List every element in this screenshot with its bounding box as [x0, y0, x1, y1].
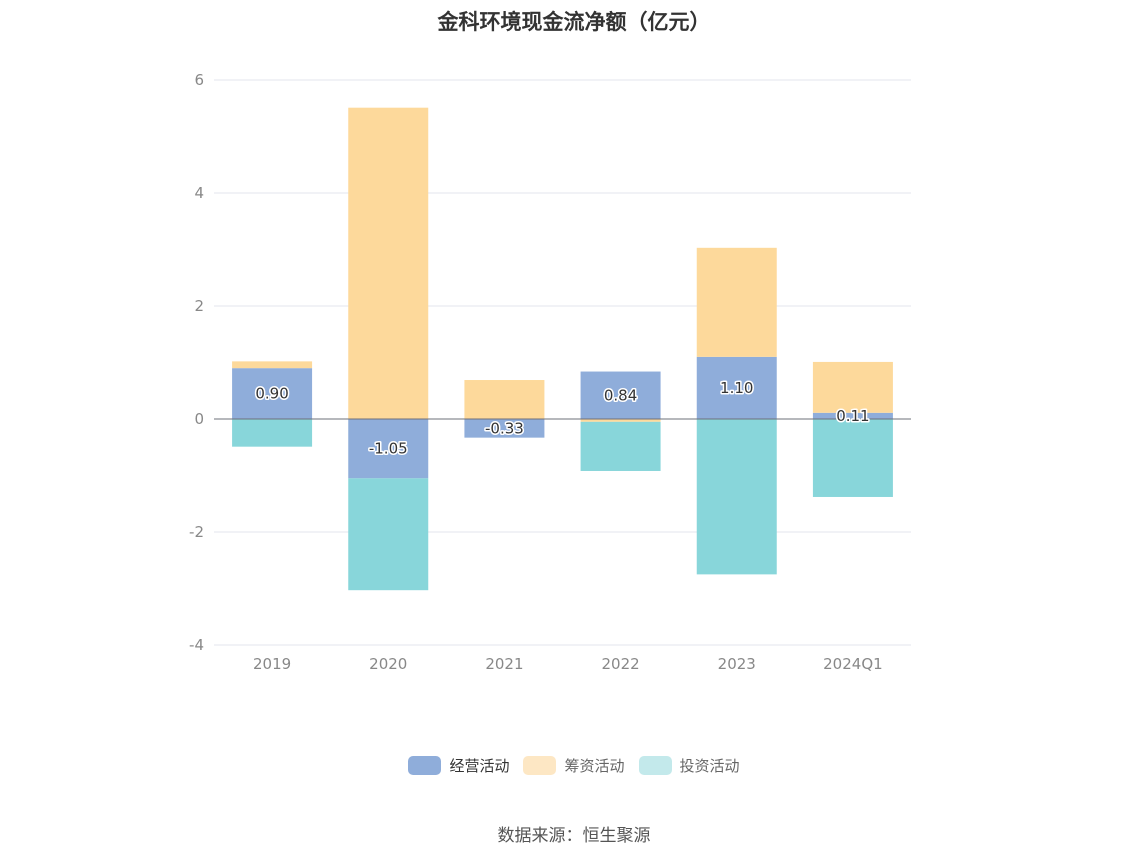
- bar-operating[interactable]: [696, 356, 777, 419]
- grid-layer: [214, 79, 911, 646]
- legend: 经营活动 筹资活动 投资活动: [0, 755, 1148, 776]
- legend-label-operating: 经营活动: [449, 757, 510, 775]
- data-label: 0.90: [255, 385, 288, 403]
- legend-swatch-investing: [638, 756, 672, 775]
- bar-investing[interactable]: [580, 421, 661, 471]
- bar-investing[interactable]: [348, 478, 429, 591]
- y-tick-label: 0: [194, 410, 204, 428]
- bar-layer: [232, 107, 893, 591]
- bar-investing[interactable]: [696, 419, 777, 575]
- data-label: 1.10: [720, 379, 753, 397]
- x-tick-label: 2024Q1: [823, 655, 883, 673]
- bar-operating[interactable]: [232, 368, 313, 419]
- legend-item-operating[interactable]: 经营活动: [408, 755, 509, 776]
- chart-title: 金科环境现金流净额（亿元）: [437, 10, 711, 34]
- bar-financing[interactable]: [464, 380, 545, 419]
- legend-item-investing[interactable]: 投资活动: [638, 755, 740, 776]
- data-label: -0.33: [485, 419, 524, 437]
- source-note: 数据来源：恒生聚源: [497, 826, 651, 846]
- legend-item-financing[interactable]: 筹资活动: [523, 755, 625, 776]
- bar-financing[interactable]: [232, 361, 313, 369]
- bar-investing[interactable]: [232, 419, 313, 447]
- x-tick-label: 2019: [253, 655, 291, 673]
- bar-operating[interactable]: [812, 412, 893, 419]
- legend-label-financing: 筹资活动: [564, 757, 625, 775]
- y-tick-label: -2: [189, 523, 204, 541]
- x-tick-label: 2020: [369, 655, 407, 673]
- data-label: -1.05: [369, 440, 408, 458]
- bar-financing[interactable]: [580, 419, 661, 422]
- bar-financing[interactable]: [348, 107, 429, 419]
- bar-operating[interactable]: [348, 419, 429, 479]
- y-tick-label: 2: [194, 297, 204, 315]
- x-tick-label: 2023: [718, 655, 756, 673]
- bar-operating[interactable]: [464, 419, 545, 438]
- legend-swatch-operating: [408, 756, 442, 775]
- y-tick-label: 6: [194, 71, 204, 89]
- bar-financing[interactable]: [812, 361, 893, 413]
- y-tick-label: 4: [194, 184, 204, 202]
- data-label: 0.11: [836, 407, 869, 425]
- data-label: 0.84: [604, 386, 637, 404]
- axis-layer: 6 4 2 0 -2 -4 2019 2020 2021 2022 2023 2024Q1: [189, 71, 911, 673]
- legend-label-investing: 投资活动: [679, 757, 740, 775]
- bar-operating[interactable]: [580, 371, 661, 419]
- x-tick-label: 2021: [485, 655, 523, 673]
- label-layer: 0.90 -1.05 -0.33 0.84 1.10 0.11: [254, 377, 871, 459]
- y-tick-label: -4: [189, 636, 204, 654]
- bar-investing[interactable]: [812, 419, 893, 497]
- x-tick-label: 2022: [601, 655, 639, 673]
- legend-swatch-financing: [523, 756, 557, 775]
- bar-financing[interactable]: [696, 247, 777, 357]
